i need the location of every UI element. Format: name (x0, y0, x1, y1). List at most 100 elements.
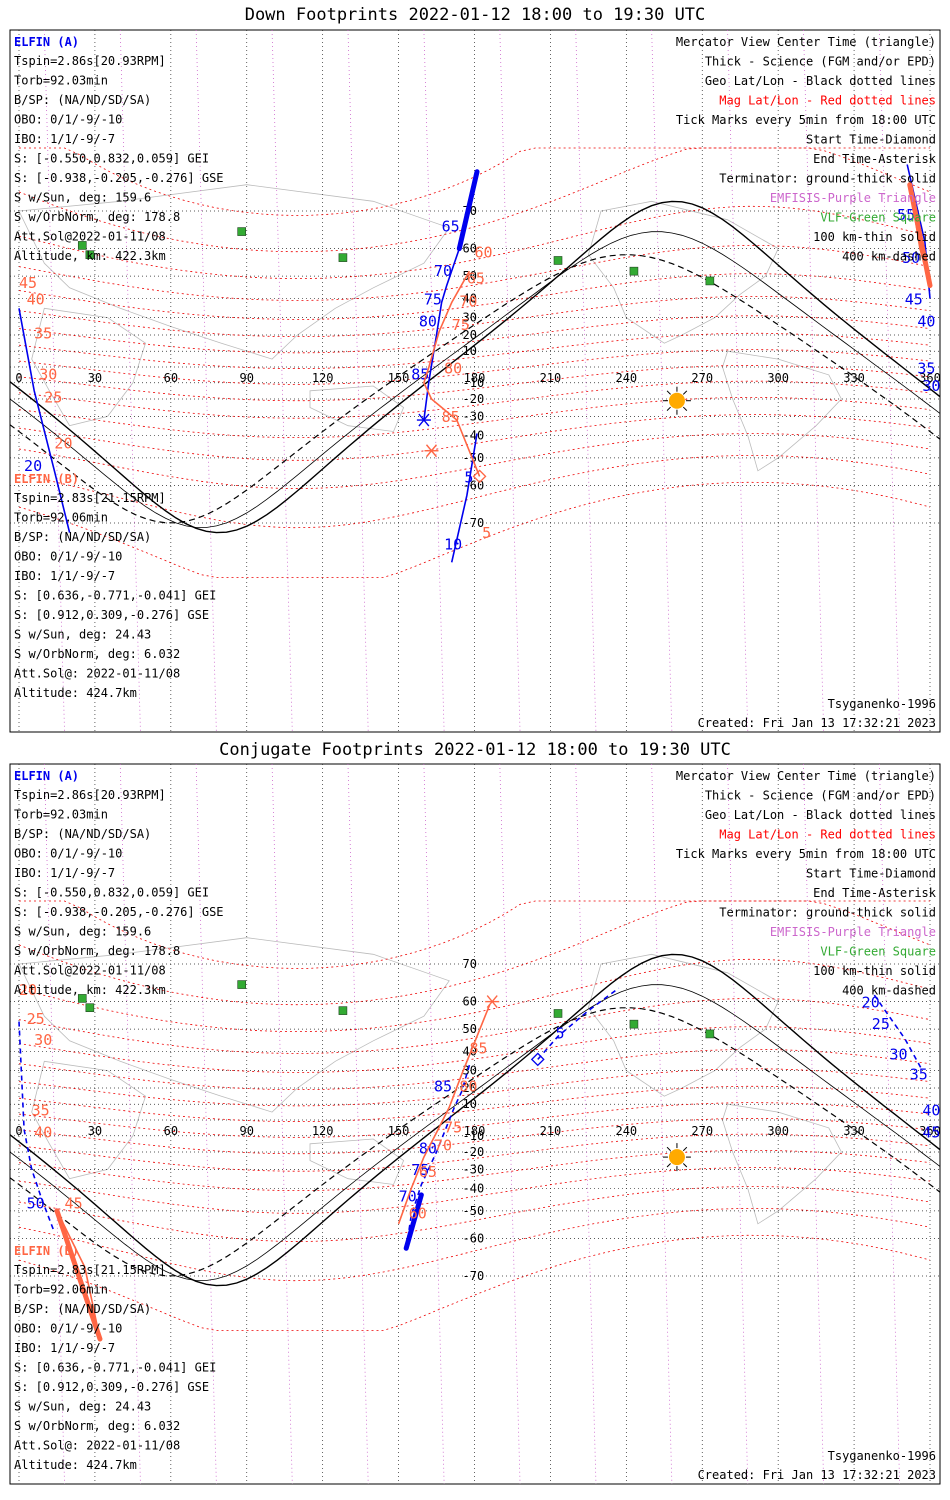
y-tick-label: -70 (463, 516, 485, 530)
elfin-b-info-line: S: [0.912,0.309,-0.276] GSE (14, 1380, 209, 1394)
x-tick-label: 180 (464, 1124, 486, 1138)
elfin-b-info-line: S w/Sun, deg: 24.43 (14, 1400, 151, 1414)
sun-icon (662, 386, 691, 415)
tick-mark-label: 30 (39, 366, 57, 384)
continent-outline-4 (309, 1138, 405, 1185)
sun-ray (682, 1163, 688, 1168)
elfin-b-info-line: S w/OrbNorm, deg: 6.032 (14, 1419, 180, 1433)
y-tick-label: 50 (463, 269, 477, 283)
legend-entry: Geo Lat/Lon - Black dotted lines (705, 74, 936, 88)
tick-mark-label: 80 (419, 312, 437, 330)
sun-ray (666, 390, 671, 395)
x-tick-label: 270 (691, 371, 713, 385)
science-segment (54, 1208, 103, 1342)
elfin-b-info-line: S: [0.912,0.309,-0.276] GSE (14, 608, 209, 622)
y-tick-label: -60 (463, 1231, 485, 1245)
tick-mark-label: 50 (902, 249, 920, 267)
legend-entry: Start Time-Diamond (806, 867, 936, 881)
track-line (18, 308, 71, 533)
tick-mark-label: 5 (482, 524, 491, 542)
legend-entry: EMFISIS-Purple Triangle (770, 925, 936, 939)
elfin-a-info-line: OBO: 0/1/-9/-10 (14, 113, 122, 127)
tick-mark-label: 30 (890, 1045, 908, 1063)
tick-mark-label: 35 (34, 324, 52, 342)
legend-entry: Mag Lat/Lon - Red dotted lines (719, 94, 936, 108)
asterisk-stroke (486, 995, 498, 1009)
x-tick-label: 300 (767, 1124, 789, 1138)
sun-ray (682, 390, 688, 395)
mag-meridian (43, 764, 65, 1484)
x-tick-label: 180 (464, 371, 486, 385)
series-5: 40 35 30 25 20 45 (19, 182, 933, 452)
mag-parallel (18, 900, 931, 1006)
x-tick-label: 60 (164, 1124, 178, 1138)
legend-entry: Terminator: ground-thick solid (719, 906, 936, 920)
elfin-b-info-line: IBO: 1/1/-9/-7 (14, 569, 115, 583)
elfin-b-info-line: S: [0.636,-0.771,-0.041] GEI (14, 1361, 216, 1375)
tick-mark-label: 65 (467, 269, 485, 287)
elfin-b-info-line: Torb=92.06min (14, 511, 108, 525)
end-asterisk-marker (416, 413, 431, 427)
tick-mark-label: 5 (464, 468, 473, 486)
mag-grid (18, 900, 931, 1331)
tick-mark-label: 75 (452, 316, 470, 334)
vlf-site-marker (237, 980, 246, 989)
vlf-site-marker (338, 1006, 348, 1015)
end-asterisk-marker (424, 444, 439, 458)
tick-mark-label: 65 (419, 1163, 437, 1181)
y-tick-label: -70 (463, 1269, 485, 1283)
terminator (10, 953, 940, 1287)
mag-meridian (575, 764, 597, 1484)
legend-entry: Tick Marks every 5min from 18:00 UTC (676, 847, 936, 861)
y-tick-label: 30 (463, 311, 477, 325)
y-tick-label: -30 (463, 409, 485, 423)
vlf-site-marker (85, 1003, 95, 1013)
x-tick-label: 90 (240, 371, 254, 385)
tick-mark-label: 45 (19, 274, 37, 292)
end-asterisk-marker (485, 995, 500, 1009)
elfin-b-name: ELFIN (B) (14, 1244, 79, 1258)
sun-ray (666, 1163, 671, 1168)
mag-meridian (195, 764, 217, 1484)
y-tick-label: 10 (463, 344, 477, 358)
legend-entry: Terminator: ground-thick solid (719, 172, 936, 186)
tick-mark-label: 55 (897, 206, 915, 224)
elfin-a-info-line: S w/Sun, deg: 159.6 (14, 191, 151, 205)
tick-mark-label: 45 (905, 290, 923, 308)
legend-entry: 400 km-dashed (842, 984, 936, 998)
series-3: 20 (18, 308, 71, 533)
series-0: 5 10 (416, 413, 478, 563)
mag-parallel (18, 244, 931, 301)
tick-mark-label: 40 (922, 1101, 940, 1119)
legend-entry: Thick - Science (FGM and/or EPD) (705, 55, 936, 69)
conjugate-footprints-map: 0 30 60 90 120 150 180 210 240 270 300 330 360 70 60 50… (9, 763, 941, 1485)
y-tick-label: 20 (463, 1081, 477, 1095)
mag-meridian (651, 764, 673, 1484)
elfin-b-info-line: B/SP: (NA/ND/SD/SA) (14, 1302, 151, 1316)
mag-parallel (18, 997, 931, 1054)
elfin-a-info-line: Altitude, km: 422.3km (14, 249, 166, 263)
created-label: Created: Fri Jan 13 17:32:21 2023 (698, 1468, 936, 1482)
vlf-site-marker (629, 266, 639, 276)
vlf-site-marker (77, 994, 87, 1003)
y-tick-label: -40 (463, 1182, 485, 1196)
x-tick-label: 60 (164, 371, 178, 385)
legend-entry: EMFISIS-Purple Triangle (770, 191, 936, 205)
elfin-b-info-line: Att.Sol@: 2022-01-11/08 (14, 1439, 180, 1453)
x-tick-label: 240 (615, 371, 637, 385)
mag-meridian (499, 764, 521, 1484)
elfin-a-info-line: S: [-0.550,0.832,0.059] GEI (14, 886, 209, 900)
track-line (397, 1004, 491, 1225)
elfin-a-info-line: S: [-0.938,-0.205,-0.276] GSE (14, 171, 224, 185)
x-tick-label: 90 (240, 1124, 254, 1138)
mag-parallel (18, 455, 931, 529)
elfin-b-info-line: S w/OrbNorm, deg: 6.032 (14, 647, 180, 661)
tick-mark-label: 20 (862, 994, 880, 1012)
x-tick-label: 270 (691, 1124, 713, 1138)
legend-entry: End Time-Asterisk (813, 886, 937, 900)
x-tick-label: 0 (15, 1124, 22, 1138)
mag-meridian (878, 764, 901, 1484)
y-tick-label: 60 (463, 995, 477, 1009)
vlf-site-marker (553, 1009, 563, 1018)
elfin-b-info-line: Altitude: 424.7km (14, 686, 137, 700)
